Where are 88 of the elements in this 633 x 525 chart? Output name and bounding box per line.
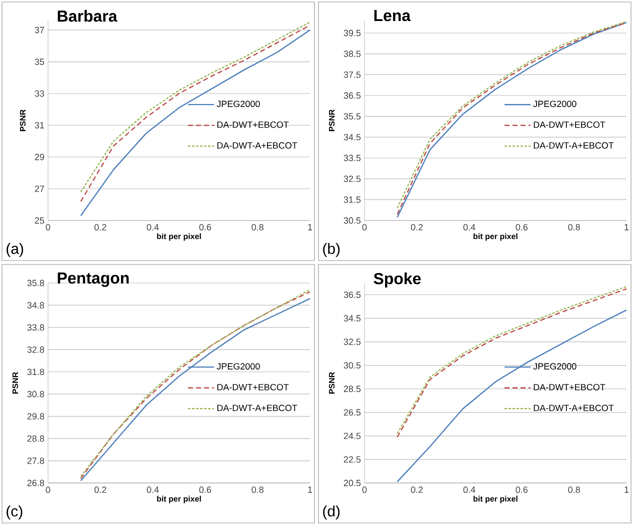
y-tick-label: 35.5 — [344, 113, 361, 120]
text: (d) — [323, 505, 340, 520]
y-tick-label: 32.8 — [27, 346, 44, 353]
text: (b) — [323, 242, 340, 257]
y-tick-label: 24.5 — [344, 432, 361, 440]
x-tick-label: 0.2 — [94, 224, 106, 230]
y-tick-label: 39.5 — [344, 30, 361, 36]
y-tick-label: 22.5 — [344, 456, 361, 463]
legend-label: JPEG2000 — [533, 100, 576, 108]
x-axis-title: bit per pixel — [474, 233, 518, 241]
y-tick-label: 31.5 — [344, 196, 361, 203]
chart-title: Lena — [374, 10, 411, 22]
y-tick-label: 37 — [34, 26, 44, 34]
legend-label: DA-DWT+EBCOT — [217, 384, 289, 390]
x-tick-label: 0.8 — [252, 224, 264, 230]
legend-label: DA-DWT-A+EBCOT — [217, 142, 298, 149]
y-tick-label: 26.8 — [27, 480, 44, 486]
x-tick-label: 0.6 — [199, 224, 212, 230]
y-tick-label: 28.5 — [344, 386, 361, 392]
legend-label: DA-DWT+EBCOT — [534, 384, 606, 390]
legend-label: JPEG2000 — [216, 363, 260, 370]
x-tick-label: 0.2 — [410, 224, 423, 230]
x-tick-label: 0.4 — [463, 486, 476, 493]
x-tick-label: 0.8 — [252, 486, 264, 493]
x-tick-label: 0.6 — [516, 486, 528, 493]
y-tick-label: 34.5 — [344, 315, 361, 322]
y-tick-label: 29.8 — [27, 413, 44, 420]
x-tick-label: 1 — [624, 486, 629, 493]
x-tick-label: 0.4 — [146, 224, 159, 230]
x-tick-label: 0.6 — [199, 486, 212, 493]
y-axis-title: PSNR — [328, 110, 335, 132]
x-axis-title: bit per pixel — [157, 496, 201, 504]
y-tick-label: 38.5 — [344, 50, 361, 58]
x-tick-label: 0 — [46, 224, 50, 230]
y-tick-label: 27.8 — [27, 458, 44, 464]
chart-title: Spoke — [374, 272, 421, 288]
x-tick-label: 0.8 — [568, 486, 580, 493]
y-tick-label: 36.5 — [344, 292, 361, 298]
y-tick-label: 25 — [34, 217, 44, 224]
x-tick-label: 0.2 — [94, 486, 106, 493]
y-tick-label: 20.5 — [344, 480, 361, 486]
x-tick-label: 0 — [362, 224, 367, 230]
text: (c) — [6, 505, 22, 520]
legend-label: JPEG2000 — [533, 363, 576, 370]
chart-title: Pentagon — [58, 272, 129, 287]
legend-label: DA-DWT+EBCOT — [217, 121, 289, 128]
x-tick-label: 0.2 — [410, 486, 423, 493]
x-tick-label: 0 — [362, 486, 367, 493]
y-tick-label: 30.8 — [27, 390, 44, 398]
y-tick-label: 26.5 — [344, 409, 361, 416]
y-tick-label: 35.8 — [27, 280, 44, 286]
y-tick-label: 35 — [34, 58, 44, 65]
x-axis-title: bit per pixel — [474, 496, 518, 504]
legend-label: DA-DWT+EBCOT — [534, 121, 606, 128]
y-tick-label: 31.8 — [27, 368, 44, 376]
x-tick-label: 0 — [46, 486, 50, 493]
y-tick-label: 27 — [34, 186, 44, 192]
y-axis-title: PSNR — [328, 372, 335, 394]
y-tick-label: 31 — [34, 122, 44, 128]
y-tick-label: 34.8 — [27, 302, 44, 308]
y-tick-label: 36.5 — [344, 92, 361, 99]
x-tick-label: 0.8 — [568, 224, 580, 230]
y-tick-label: 33.5 — [344, 154, 361, 162]
x-tick-label: 0.4 — [463, 224, 476, 230]
y-tick-label: 32.5 — [344, 338, 361, 346]
legend-label: DA-DWT-A+EBCOT — [534, 404, 614, 412]
y-axis-title: PSNR — [12, 372, 18, 394]
text: (a) — [6, 242, 24, 257]
chart-title: Barbara — [58, 10, 118, 22]
y-tick-label: 29 — [34, 154, 44, 160]
x-tick-label: 0.6 — [516, 224, 528, 230]
y-axis-title: PSNR — [20, 110, 26, 132]
y-tick-label: 34.5 — [344, 134, 361, 140]
x-tick-label: 1 — [624, 224, 629, 230]
y-tick-label: 37.5 — [344, 71, 361, 78]
x-tick-label: 1 — [308, 224, 312, 230]
legend-label: DA-DWT-A+EBCOT — [217, 404, 298, 412]
y-tick-label: 33 — [34, 90, 44, 97]
y-tick-label: 28.8 — [27, 435, 44, 442]
x-tick-label: 1 — [308, 486, 312, 493]
x-tick-label: 0.4 — [146, 486, 159, 493]
y-tick-label: 30.5 — [344, 362, 361, 369]
y-tick-label: 30.5 — [344, 217, 361, 224]
y-tick-label: 32.5 — [344, 176, 361, 182]
y-tick-label: 33.8 — [27, 324, 44, 331]
x-axis-title: bit per pixel — [157, 233, 201, 241]
legend-label: JPEG2000 — [216, 100, 260, 108]
legend-label: DA-DWT-A+EBCOT — [534, 142, 614, 149]
